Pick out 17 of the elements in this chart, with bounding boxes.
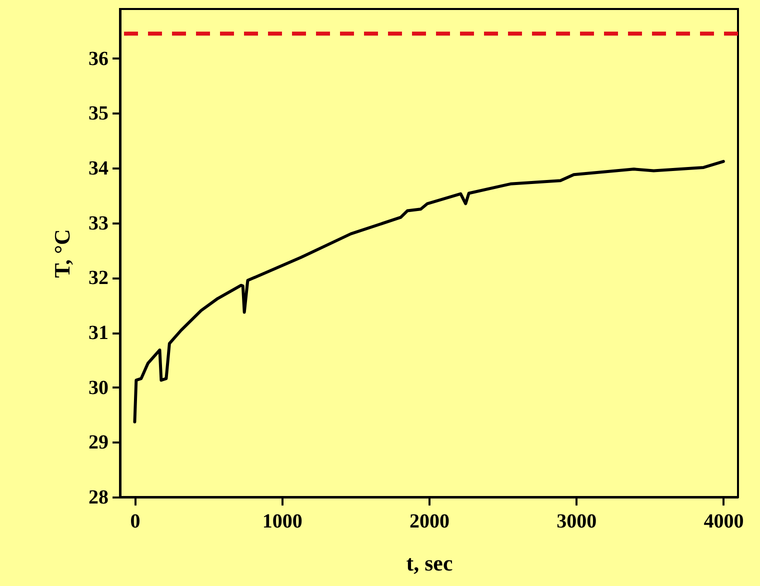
y-tick-label: 34 — [88, 158, 108, 180]
y-tick-label: 33 — [88, 212, 108, 234]
y-tick-label: 30 — [88, 376, 108, 399]
y-tick-label: 29 — [88, 432, 108, 454]
line-series — [133, 160, 725, 424]
x-axis-title: t, sec — [406, 550, 453, 576]
y-tick-label: 35 — [88, 102, 108, 125]
x-tick-label: 3000 — [556, 510, 597, 532]
x-tick-label: 0 — [130, 510, 140, 532]
x-tick-label: 4000 — [704, 510, 744, 532]
y-tick-label: 36 — [88, 48, 108, 70]
x-tick-label: 1000 — [262, 510, 302, 532]
y-tick-label: 28 — [88, 486, 108, 508]
y-axis-title: T, °C — [50, 229, 74, 278]
y-tick-label: 32 — [88, 267, 108, 290]
y-tick-label: 31 — [88, 322, 108, 344]
x-tick-label: 2000 — [410, 510, 450, 532]
